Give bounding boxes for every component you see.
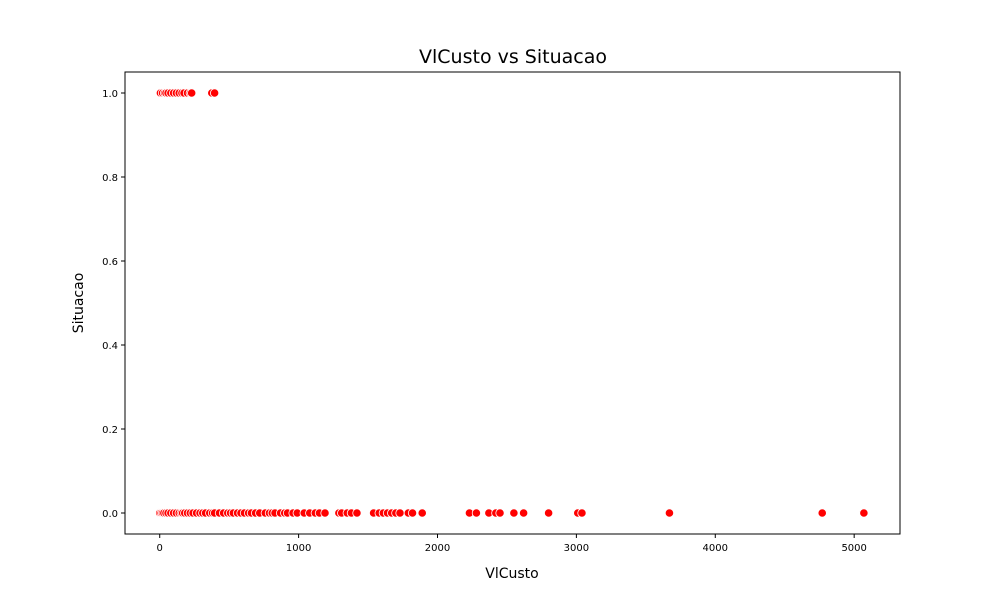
plot-area bbox=[124, 71, 901, 535]
data-points bbox=[155, 88, 869, 518]
data-point bbox=[509, 508, 519, 518]
x-tick-label: 4000 bbox=[703, 543, 728, 554]
plot-frame bbox=[124, 71, 901, 535]
data-point bbox=[544, 508, 554, 518]
data-point bbox=[320, 508, 330, 518]
y-axis: 0.0 0.2 0.4 0.6 0.8 1.0 bbox=[102, 89, 125, 520]
y-tick-label: 0.4 bbox=[102, 341, 118, 352]
data-point bbox=[859, 508, 869, 518]
data-point bbox=[395, 508, 405, 518]
data-point bbox=[577, 508, 587, 518]
y-tick-label: 0.8 bbox=[102, 173, 118, 184]
data-point bbox=[519, 508, 529, 518]
x-tick-label: 0 bbox=[157, 543, 163, 554]
x-axis-label: VlCusto bbox=[485, 566, 538, 582]
data-point bbox=[352, 508, 362, 518]
y-tick-label: 0.6 bbox=[102, 257, 118, 268]
data-point bbox=[187, 88, 197, 98]
data-point bbox=[407, 508, 418, 518]
data-point bbox=[471, 508, 481, 518]
data-point bbox=[664, 508, 675, 518]
data-point bbox=[417, 508, 427, 518]
chart-title: VlCusto vs Situacao bbox=[419, 46, 607, 68]
x-tick-label: 5000 bbox=[841, 543, 866, 554]
x-tick-label: 1000 bbox=[286, 543, 311, 554]
data-point bbox=[817, 508, 827, 518]
x-tick-label: 2000 bbox=[425, 543, 450, 554]
x-axis: 0 1000 2000 3000 4000 5000 bbox=[157, 534, 867, 554]
y-tick-label: 0.0 bbox=[102, 509, 118, 520]
y-tick-label: 1.0 bbox=[102, 89, 118, 100]
data-point bbox=[209, 88, 220, 98]
y-axis-label: Situacao bbox=[71, 273, 87, 334]
data-point bbox=[495, 508, 505, 518]
x-tick-label: 3000 bbox=[564, 543, 589, 554]
y-tick-label: 0.2 bbox=[102, 425, 118, 436]
